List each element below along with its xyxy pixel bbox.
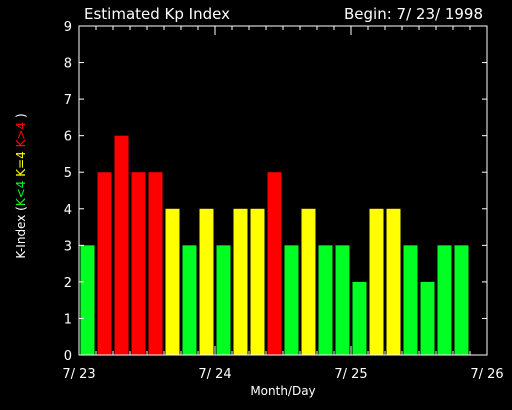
kp-bar — [403, 245, 418, 355]
y-tick-label: 7 — [64, 93, 72, 108]
y-label-part: K>4 — [14, 122, 28, 151]
kp-bar — [301, 208, 316, 355]
kp-bar — [267, 172, 282, 355]
y-tick-label: 5 — [64, 166, 72, 181]
y-label-part: K<4 — [14, 181, 28, 207]
x-tick-label: 7/ 23 — [62, 367, 95, 382]
kp-bar — [80, 245, 95, 355]
y-label-part: K=4 — [14, 151, 28, 180]
kp-bar — [182, 245, 197, 355]
x-tick-label: 7/ 26 — [470, 367, 503, 382]
kp-bar — [250, 208, 265, 355]
kp-bar — [437, 245, 452, 355]
kp-bar — [352, 281, 367, 355]
kp-bar — [216, 245, 231, 355]
y-label-part: ) — [14, 113, 28, 122]
y-tick-label: 6 — [64, 130, 72, 145]
kp-bar — [386, 208, 401, 355]
y-tick-label: 3 — [64, 239, 72, 254]
x-axis-label: Month/Day — [250, 384, 315, 398]
y-tick-label: 4 — [64, 203, 72, 218]
kp-bar — [165, 208, 180, 355]
kp-bar — [97, 172, 112, 355]
kp-bar — [369, 208, 384, 355]
x-tick-label: 7/ 24 — [198, 367, 231, 382]
kp-bar — [199, 208, 214, 355]
y-label-part: K-Index ( — [14, 206, 28, 258]
kp-bar — [114, 135, 129, 355]
x-ticks: 7/ 23 7/ 24 7/ 25 7/ 26 — [62, 26, 504, 382]
kp-bar — [420, 281, 435, 355]
chart-title: Estimated Kp Index — [84, 5, 230, 23]
y-axis-label: K-Index (K<4 K=4 K>4 ) — [14, 113, 28, 258]
y-tick-label: 0 — [64, 349, 72, 364]
x-tick-label: 7/ 25 — [334, 367, 367, 382]
y-tick-label: 2 — [64, 276, 72, 291]
kp-bar — [318, 245, 333, 355]
kp-bar — [131, 172, 146, 355]
kp-bar — [284, 245, 299, 355]
y-tick-label: 1 — [64, 312, 72, 327]
kp-bar — [233, 208, 248, 355]
y-tick-label: 8 — [64, 57, 72, 72]
begin-date-label: Begin: 7/ 23/ 1998 — [344, 5, 483, 23]
kp-bar — [454, 245, 469, 355]
kp-bar — [148, 172, 163, 355]
y-tick-label: 9 — [64, 20, 72, 35]
y-ticks: 0 1 2 3 4 5 6 7 8 9 — [64, 20, 487, 364]
kp-bar — [335, 245, 350, 355]
bar-group — [80, 135, 469, 355]
